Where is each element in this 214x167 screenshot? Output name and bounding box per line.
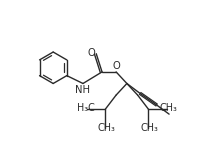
Text: CH₃: CH₃ [141, 123, 159, 133]
Text: CH₃: CH₃ [160, 103, 178, 113]
Text: CH₃: CH₃ [97, 123, 115, 133]
Text: H₃C: H₃C [77, 103, 95, 113]
Text: O: O [87, 48, 95, 58]
Text: O: O [113, 61, 120, 71]
Text: NH: NH [76, 86, 91, 96]
